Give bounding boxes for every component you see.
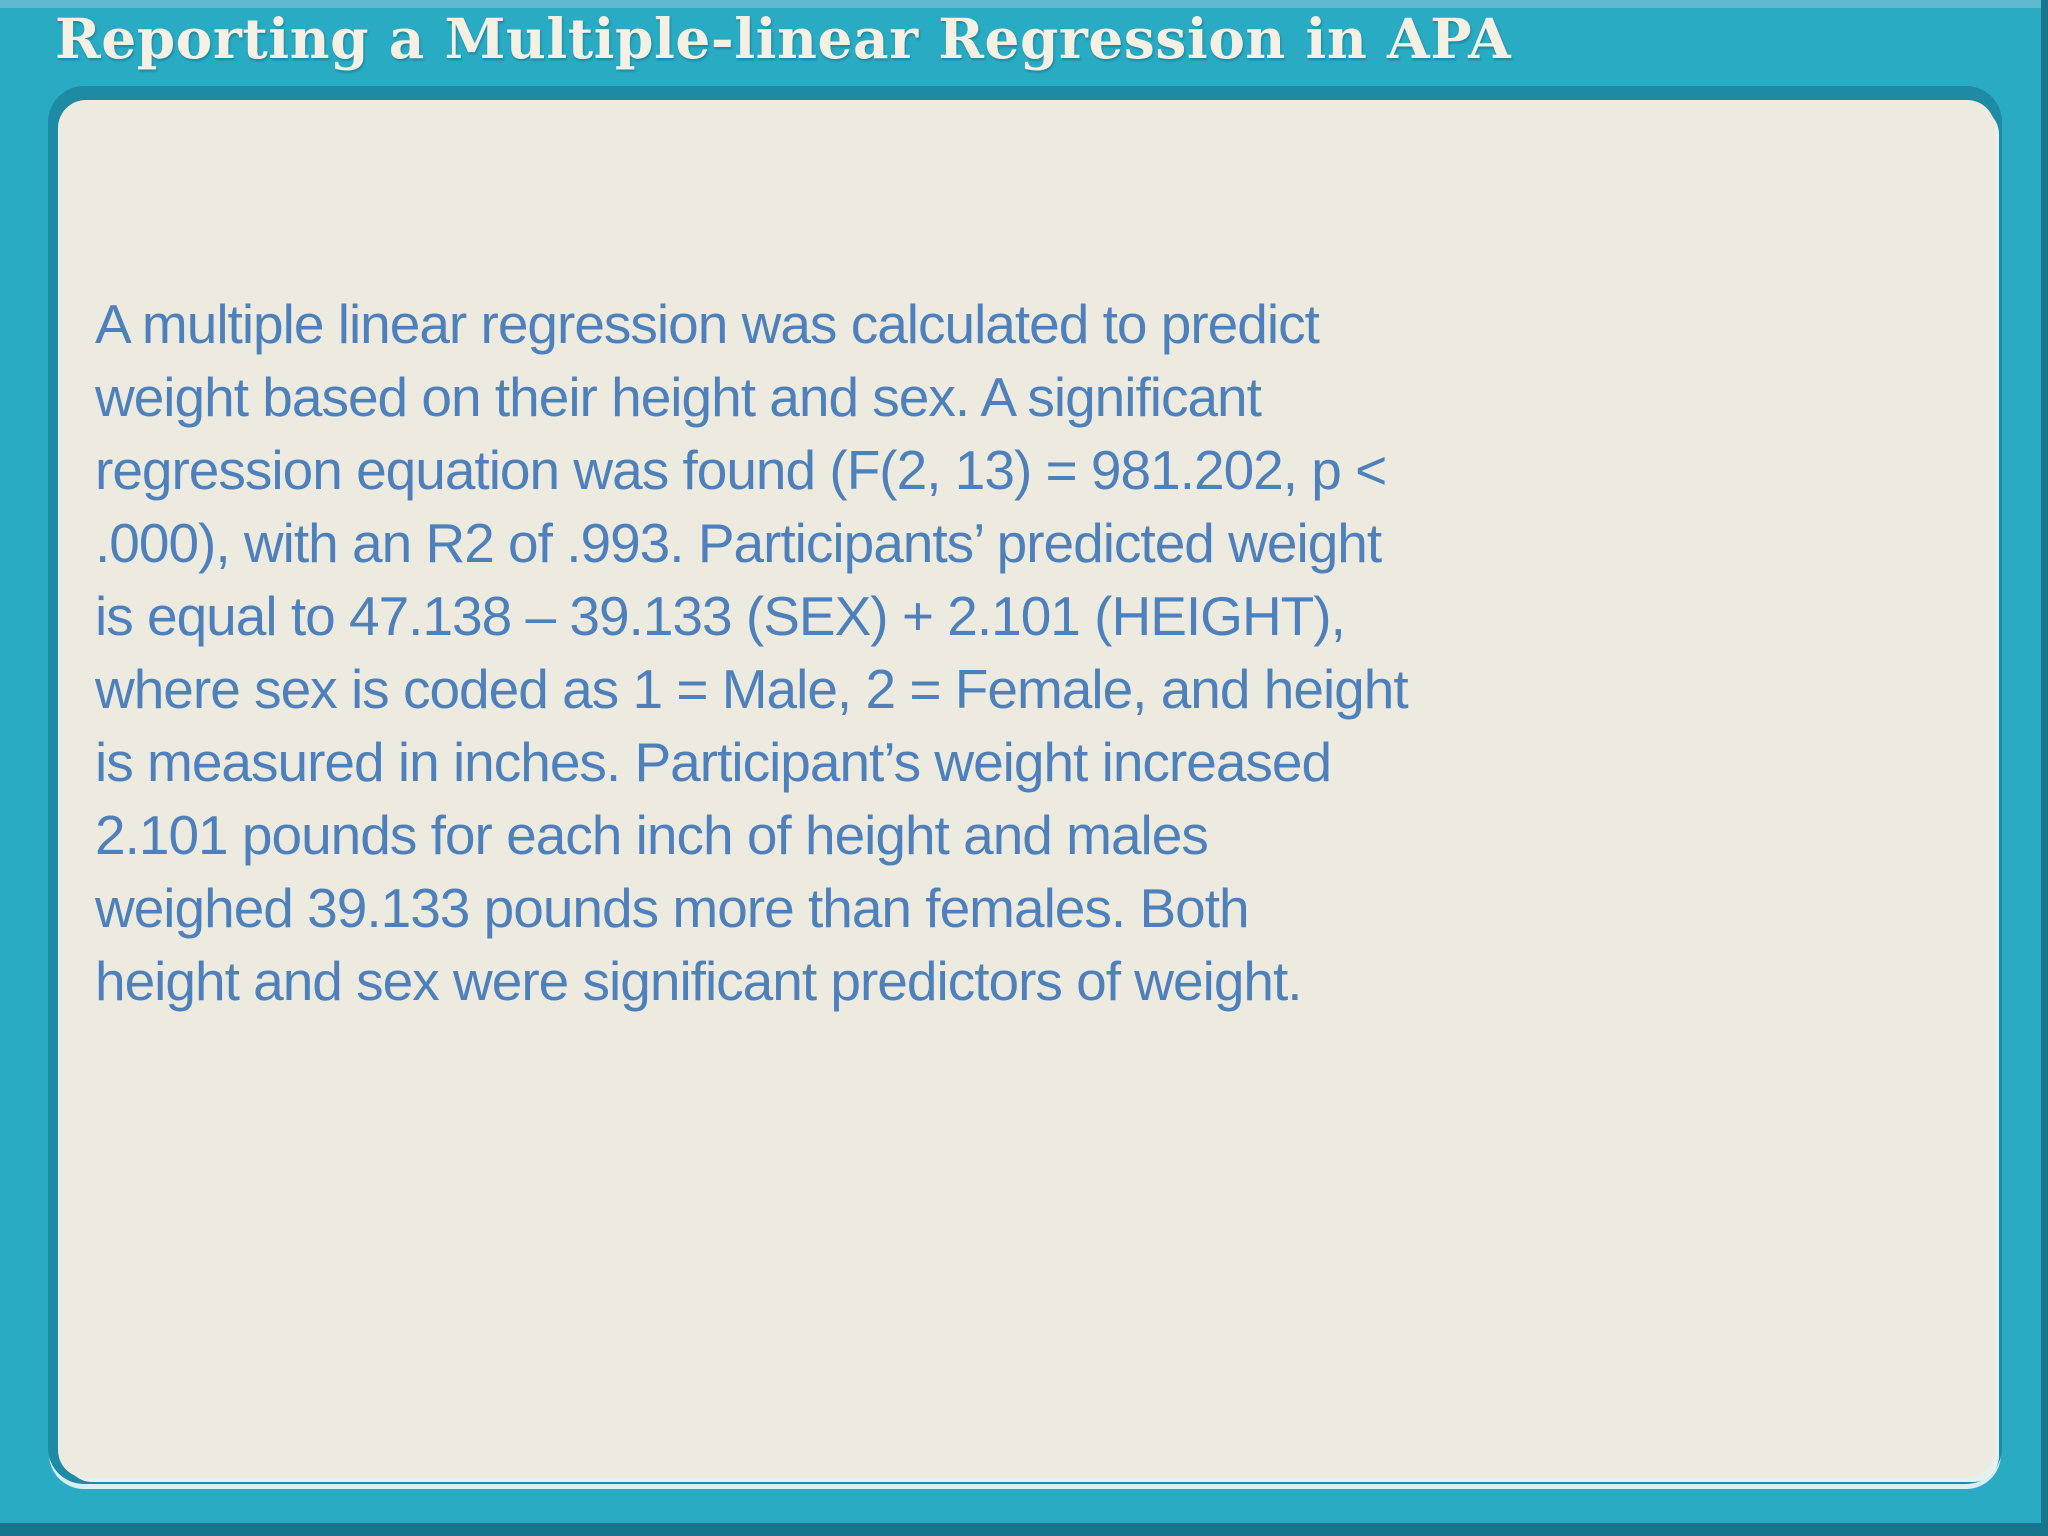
content-panel xyxy=(58,100,1995,1478)
paragraph-line: .000), with an R2 of .993. Participants’… xyxy=(95,512,1382,574)
paragraph-line: height and sex were significant predicto… xyxy=(95,950,1303,1012)
content-panel-frame xyxy=(48,86,2002,1484)
frame-bottom-shadow xyxy=(0,1523,2048,1536)
paragraph-line: is equal to 47.138 – 39.133 (SEX) + 2.10… xyxy=(95,585,1346,647)
paragraph-line: weight based on their height and sex. A … xyxy=(95,366,1262,428)
paragraph-line: 2.101 pounds for each inch of height and… xyxy=(95,804,1209,866)
paragraph-line: regression equation was found (F(2, 13) … xyxy=(95,439,1387,501)
slide-title: Reporting a Multiple-linear Regression i… xyxy=(55,6,1512,71)
paragraph-line: is measured in inches. Participant’s wei… xyxy=(95,731,1332,793)
frame-right-shadow xyxy=(2041,0,2048,1536)
paragraph-line: where sex is coded as 1 = Male, 2 = Fema… xyxy=(95,658,1409,720)
paragraph-line: weighed 39.133 pounds more than females.… xyxy=(95,877,1250,939)
paragraph-line: A multiple linear regression was calcula… xyxy=(95,293,1320,355)
apa-report-paragraph: A multiple linear regression was calcula… xyxy=(95,288,1409,1018)
frame-top-highlight xyxy=(0,0,2048,8)
